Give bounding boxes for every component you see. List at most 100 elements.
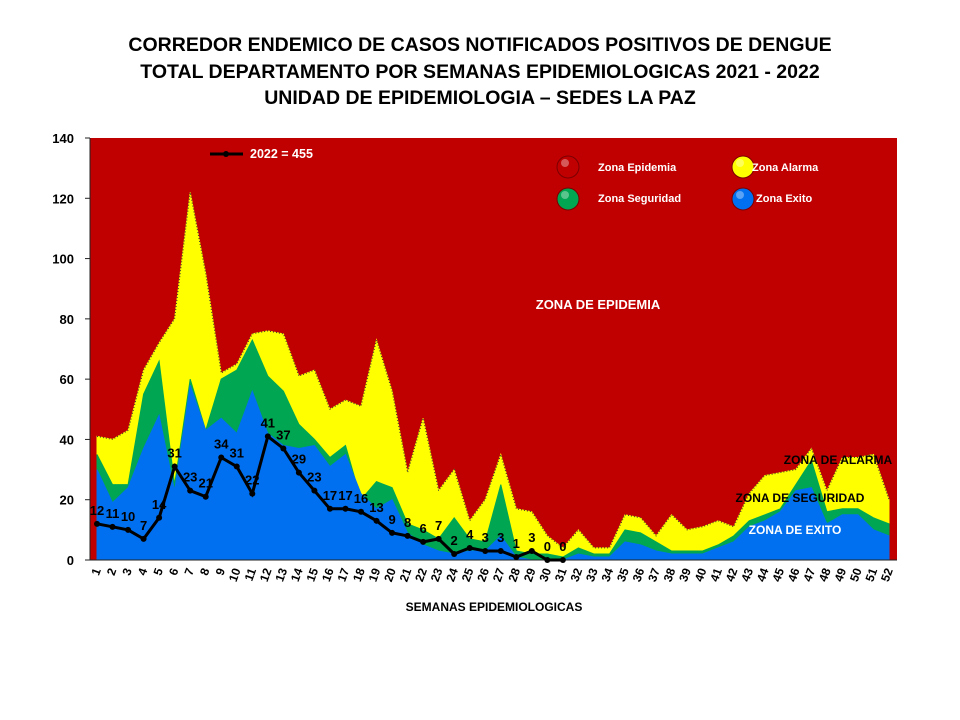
x-tick-label: 20 <box>381 566 399 584</box>
x-tick-label: 13 <box>272 566 290 584</box>
series-2022-point <box>528 547 535 554</box>
x-tick-label: 49 <box>832 566 850 584</box>
x-tick-label: 23 <box>428 566 446 584</box>
x-tick-label: 48 <box>816 566 834 584</box>
series-2022-value-label: 0 <box>559 539 566 554</box>
x-tick-label: 29 <box>521 566 539 584</box>
x-tick-label: 26 <box>474 566 492 584</box>
series-2022-value-label: 12 <box>90 503 104 518</box>
x-tick-label: 7 <box>182 566 198 577</box>
series-2022-value-label: 0 <box>544 539 551 554</box>
series-2022-value-label: 17 <box>323 488 337 503</box>
series-2022-point <box>544 557 551 563</box>
series-2022-point <box>342 505 349 512</box>
x-tick-label: 8 <box>197 566 213 577</box>
legend-alarma-label: Zona Alarma <box>752 162 819 174</box>
legend-2022-marker <box>223 151 229 157</box>
series-2022-value-label: 11 <box>106 506 120 521</box>
y-tick-label: 80 <box>60 312 74 327</box>
series-2022-point <box>125 526 132 533</box>
y-tick-label: 100 <box>52 252 74 267</box>
x-tick-label: 41 <box>707 566 725 584</box>
series-2022-point <box>559 557 566 563</box>
y-tick-label: 140 <box>52 131 74 146</box>
series-2022-point <box>109 523 116 530</box>
x-tick-label: 18 <box>350 566 368 584</box>
series-2022-point <box>466 544 473 551</box>
legend-2022-label: 2022 = 455 <box>250 147 313 161</box>
series-2022-value-label: 6 <box>420 521 427 536</box>
x-tick-label: 14 <box>288 566 306 584</box>
x-tick-label: 4 <box>135 566 151 577</box>
annotation-exito: ZONA DE EXITO <box>749 523 842 537</box>
legend-epidemia-label: Zona Epidemia <box>598 162 677 174</box>
series-2022-value-label: 7 <box>435 518 442 533</box>
series-2022-value-label: 3 <box>482 530 489 545</box>
x-tick-label: 3 <box>119 566 135 577</box>
x-tick-label: 40 <box>692 566 710 584</box>
x-tick-label: 12 <box>257 566 275 584</box>
x-tick-label: 35 <box>614 566 632 584</box>
legend-seguridad-marker <box>556 187 580 211</box>
series-2022-value-label: 37 <box>276 427 290 442</box>
series-2022-value-label: 2 <box>451 533 458 548</box>
series-2022-value-label: 3 <box>528 530 535 545</box>
x-tick-label: 50 <box>847 566 865 584</box>
x-tick-label: 52 <box>878 566 896 584</box>
x-tick-label: 31 <box>552 566 570 584</box>
series-2022-point <box>311 487 318 494</box>
x-tick-label: 42 <box>723 566 741 584</box>
series-2022-point <box>249 490 256 497</box>
x-tick-label: 17 <box>335 566 353 584</box>
x-tick-label: 37 <box>645 566 663 584</box>
series-2022-value-label: 23 <box>183 470 197 485</box>
x-axis-title: SEMANAS EPIDEMIOLOGICAS <box>406 600 583 614</box>
x-tick-label: 51 <box>863 566 881 584</box>
series-2022-value-label: 17 <box>338 488 352 503</box>
series-2022-point <box>404 532 411 539</box>
series-2022-value-label: 3 <box>497 530 504 545</box>
legend-seguridad-highlight <box>561 191 569 199</box>
x-tick-label: 39 <box>676 566 694 584</box>
x-tick-label: 1 <box>88 566 104 577</box>
x-tick-label: 38 <box>661 566 679 584</box>
title-line-3: UNIDAD DE EPIDEMIOLOGIA – SEDES LA PAZ <box>264 87 696 109</box>
series-2022-value-label: 16 <box>354 491 368 506</box>
annotation-seguridad: ZONA DE SEGURIDAD <box>736 491 865 505</box>
series-2022-value-label: 4 <box>466 527 474 542</box>
x-tick-label: 15 <box>304 566 322 584</box>
series-2022-value-label: 9 <box>388 512 395 527</box>
x-tick-label: 36 <box>630 566 648 584</box>
x-tick-label: 47 <box>800 566 818 584</box>
series-2022-point <box>156 514 163 521</box>
legend-alarma-highlight <box>736 159 744 167</box>
series-2022-point <box>420 538 427 545</box>
x-tick-label: 44 <box>754 566 772 584</box>
series-2022-point <box>451 550 458 557</box>
series-2022-point <box>513 553 520 560</box>
series-2022-point <box>94 520 100 527</box>
series-2022-point <box>389 529 396 536</box>
series-2022-point <box>326 505 333 512</box>
series-2022-value-label: 29 <box>292 452 306 467</box>
zone-exito-area <box>96 385 890 561</box>
y-tick-label: 60 <box>60 372 74 387</box>
series-2022-value-label: 10 <box>121 509 135 524</box>
y-tick-label: 120 <box>52 191 74 206</box>
series-2022-value-label: 7 <box>140 518 147 533</box>
legend-exito-highlight <box>736 191 744 199</box>
x-tick-label: 28 <box>505 566 523 584</box>
x-tick-label: 34 <box>599 566 617 584</box>
x-tick-label: 27 <box>490 566 508 584</box>
x-tick-label: 2 <box>104 566 120 577</box>
series-2022-point <box>264 433 271 440</box>
series-2022-point <box>435 535 442 542</box>
x-tick-label: 9 <box>213 566 229 577</box>
series-2022-value-label: 14 <box>152 497 167 512</box>
x-tick-label: 33 <box>583 566 601 584</box>
x-tick-label: 6 <box>166 566 182 577</box>
x-tick-label: 22 <box>412 566 430 584</box>
series-2022-value-label: 41 <box>261 415 275 430</box>
x-tick-label: 46 <box>785 566 803 584</box>
